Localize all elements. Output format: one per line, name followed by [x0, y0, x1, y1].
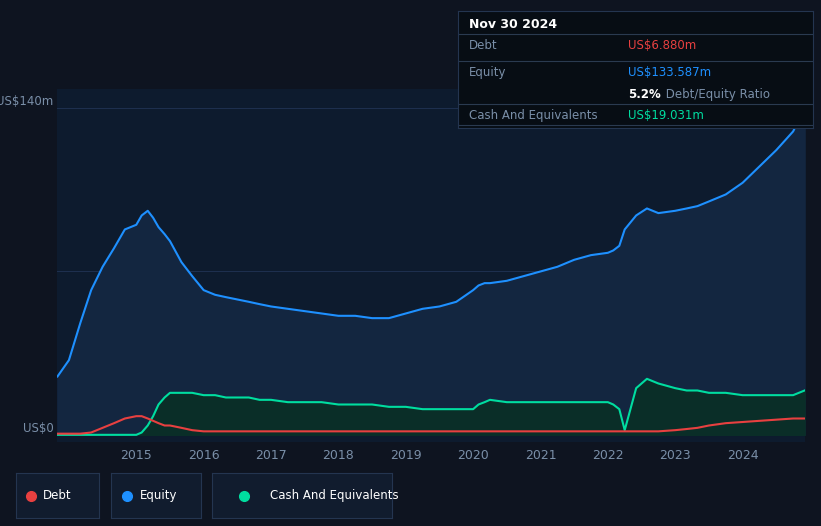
- Text: Cash And Equivalents: Cash And Equivalents: [469, 109, 598, 122]
- Text: 5.2%: 5.2%: [628, 88, 661, 101]
- Text: Debt/Equity Ratio: Debt/Equity Ratio: [662, 88, 770, 101]
- Text: Debt: Debt: [469, 39, 498, 52]
- Text: US$133.587m: US$133.587m: [628, 66, 712, 79]
- Text: Debt: Debt: [43, 489, 71, 502]
- Text: US$0: US$0: [23, 422, 53, 435]
- Text: US$6.880m: US$6.880m: [628, 39, 696, 52]
- Text: Nov 30 2024: Nov 30 2024: [469, 17, 557, 31]
- Text: Cash And Equivalents: Cash And Equivalents: [269, 489, 398, 502]
- Text: Equity: Equity: [469, 66, 507, 79]
- Text: US$19.031m: US$19.031m: [628, 109, 704, 122]
- Text: US$140m: US$140m: [0, 95, 53, 108]
- Text: Equity: Equity: [140, 489, 177, 502]
